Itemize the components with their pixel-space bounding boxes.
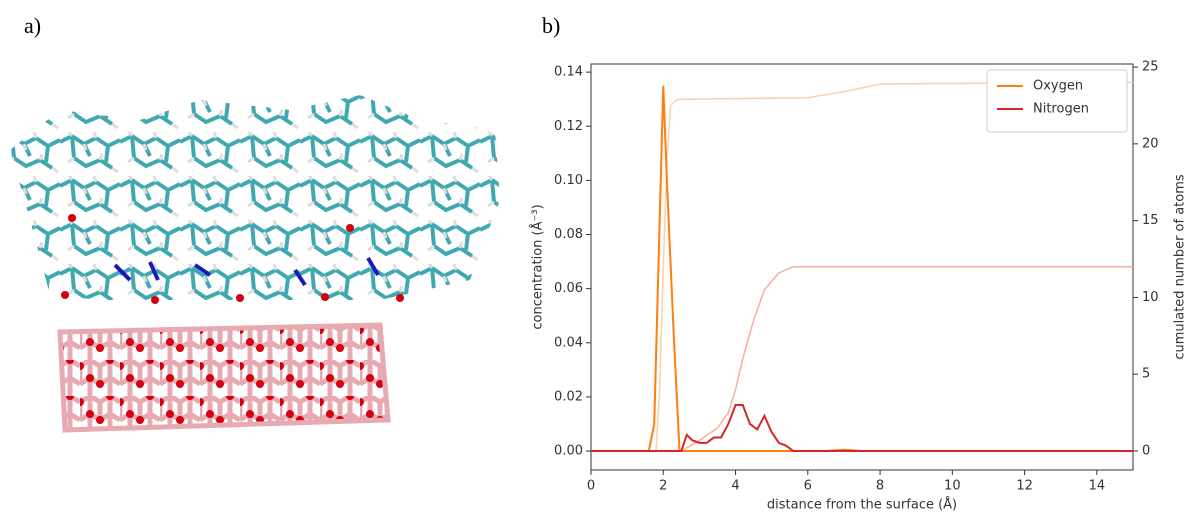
- x-tick-label: 2: [659, 479, 667, 494]
- legend-label: Oxygen: [1033, 79, 1083, 94]
- x-tick-label: 4: [731, 479, 739, 494]
- series-line: [591, 404, 1133, 453]
- series-line: [591, 81, 1134, 452]
- y-tick-label: 0.02: [554, 389, 583, 404]
- y-axis-label: concentration (Å⁻³): [530, 204, 546, 329]
- panel-label: b): [542, 13, 560, 38]
- y2-tick-label: 10: [1142, 290, 1159, 305]
- y-tick-label: 0.08: [554, 227, 583, 242]
- chart: 0 2 4 6 8 10 12 14 0.00 0.02 0.04 0.06 0.08 0.10 0.12 0…: [530, 60, 1188, 513]
- y-tick-label: 0.00: [554, 444, 583, 459]
- y2-axis-label: cumulated number of atoms: [1173, 174, 1188, 360]
- x-tick-label: 14: [1089, 479, 1106, 494]
- x-tick-label: 8: [876, 479, 884, 494]
- y-tick-label: 0.10: [554, 173, 583, 188]
- x-tick-label: 0: [587, 479, 595, 494]
- y-tick-label: 0.14: [554, 65, 583, 80]
- series-line: [591, 85, 1133, 453]
- y2-tick-label: 25: [1142, 60, 1159, 75]
- y2-tick-label: 5: [1142, 367, 1150, 382]
- x-tick-label: 12: [1016, 479, 1033, 494]
- y2-tick-label: 15: [1142, 213, 1159, 228]
- x-tick-label: 6: [804, 479, 812, 494]
- panel-label: a): [24, 13, 41, 38]
- y-tick-label: 0.04: [554, 335, 583, 350]
- y2-tick-label: 0: [1142, 443, 1150, 458]
- y-tick-label: 0.12: [554, 119, 583, 134]
- y2-tick-label: 20: [1142, 136, 1159, 151]
- molecule-image: [10, 95, 500, 433]
- x-tick-label: 10: [944, 479, 961, 494]
- legend-label: Nitrogen: [1033, 102, 1089, 117]
- y-tick-label: 0.06: [554, 281, 583, 296]
- x-axis-label: distance from the surface (Å): [767, 497, 957, 513]
